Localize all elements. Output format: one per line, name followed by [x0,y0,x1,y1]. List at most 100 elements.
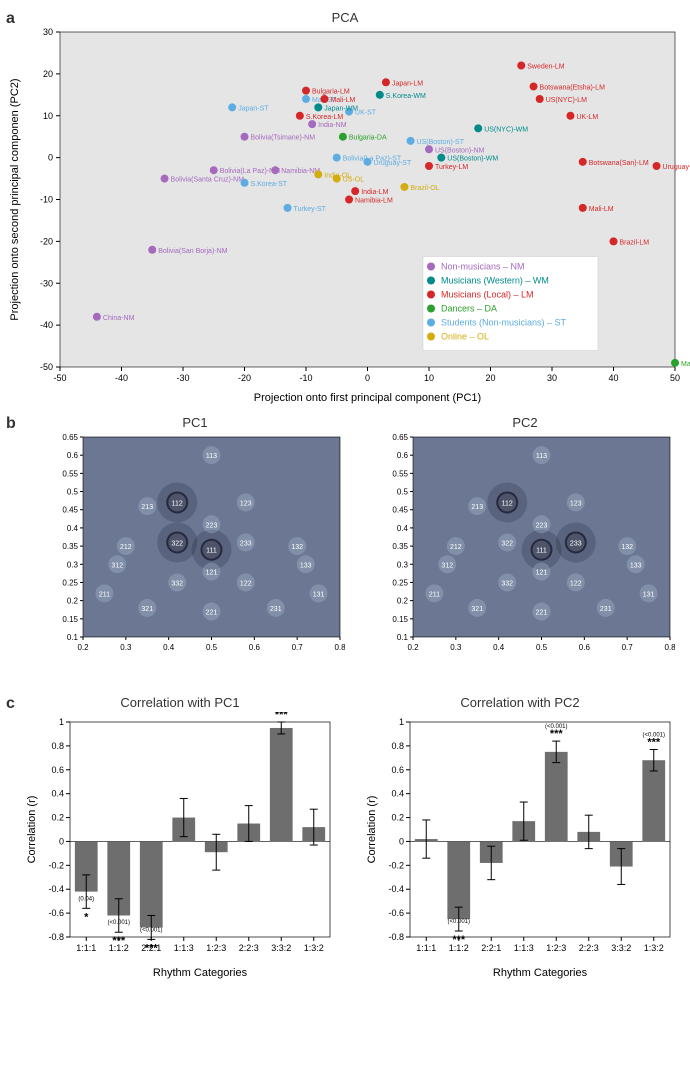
svg-text:***: *** [275,712,289,721]
svg-text:(<0.001): (<0.001) [447,919,470,925]
pc2-bars: -0.8-0.6-0.4-0.200.20.40.60.811:1:1***(<… [360,712,680,982]
svg-text:1:2:3: 1:2:3 [546,943,566,953]
svg-text:-0.2: -0.2 [388,860,404,870]
svg-text:Musicians (Western) – WM: Musicians (Western) – WM [441,276,549,286]
svg-text:0.4: 0.4 [493,643,505,652]
svg-text:111: 111 [206,548,217,555]
svg-text:UK-ST: UK-ST [355,110,377,117]
svg-text:0.65: 0.65 [62,433,78,442]
svg-text:0.8: 0.8 [334,643,345,652]
svg-text:2:2:1: 2:2:1 [141,943,161,953]
svg-text:0.35: 0.35 [62,542,78,551]
svg-text:223: 223 [206,522,218,529]
svg-text:Brazil-OL: Brazil-OL [410,185,439,192]
svg-text:1:3:2: 1:3:2 [304,943,324,953]
svg-text:Correlation (r): Correlation (r) [26,796,38,864]
svg-text:Uruguay-ST: Uruguay-ST [374,160,412,167]
pc2-bar-title: Correlation with PC2 [360,695,680,710]
svg-text:UK-LM: UK-LM [576,114,598,121]
svg-text:30: 30 [43,27,53,37]
panel-a: a PCA -50-40-30-20-1001020304050-50-40-3… [0,10,690,405]
svg-text:US(Boston)-WM: US(Boston)-WM [447,156,498,163]
svg-text:US(NYC)-WM: US(NYC)-WM [484,126,528,133]
svg-text:2:2:3: 2:2:3 [579,943,599,953]
svg-text:-30: -30 [176,373,189,383]
svg-text:332: 332 [171,580,183,587]
svg-text:133: 133 [630,562,642,569]
svg-text:Bolivia(Santa Cruz)-NM: Bolivia(Santa Cruz)-NM [171,177,245,184]
svg-text:-10: -10 [40,195,53,205]
svg-text:0.2: 0.2 [397,597,409,606]
svg-text:Bolivia(San Borja)-NM: Bolivia(San Borja)-NM [158,248,227,255]
svg-text:132: 132 [621,544,633,551]
svg-text:50: 50 [670,373,680,383]
svg-text:312: 312 [441,562,453,569]
svg-text:India-NM: India-NM [318,122,347,129]
pc1-heat-title: PC1 [45,415,345,430]
svg-text:1:1:3: 1:1:3 [174,943,194,953]
svg-text:Brazil-LM: Brazil-LM [620,239,650,246]
panel-label-a: a [6,10,15,28]
svg-text:(<0.001): (<0.001) [107,920,130,926]
svg-text:0.3: 0.3 [67,560,79,569]
svg-text:321: 321 [471,606,483,613]
svg-text:1:1:2: 1:1:2 [109,943,129,953]
svg-text:(<0.001): (<0.001) [545,724,568,730]
svg-text:0.8: 0.8 [391,741,404,751]
svg-text:-0.4: -0.4 [388,884,404,894]
svg-text:0.7: 0.7 [622,643,634,652]
svg-text:1:1:3: 1:1:3 [514,943,534,953]
svg-text:-40: -40 [115,373,128,383]
svg-text:(<0.001): (<0.001) [642,732,665,738]
svg-text:0.2: 0.2 [51,813,64,823]
svg-text:-0.6: -0.6 [48,908,64,918]
svg-text:Uruguay-LM: Uruguay-LM [663,164,690,171]
svg-text:0.55: 0.55 [62,469,78,478]
svg-text:233: 233 [570,540,582,547]
svg-text:0.2: 0.2 [67,597,79,606]
svg-text:123: 123 [240,500,252,507]
svg-text:Bolivia(Tsimane)-NM: Bolivia(Tsimane)-NM [251,135,316,142]
svg-text:1: 1 [59,717,64,727]
svg-text:133: 133 [300,562,312,569]
svg-text:30: 30 [547,373,557,383]
svg-text:0.2: 0.2 [407,643,419,652]
svg-text:112: 112 [172,500,183,507]
svg-text:Mali-LM: Mali-LM [330,97,355,104]
svg-text:3:3:2: 3:3:2 [271,943,291,953]
svg-text:Students (Non-musicians) – ST: Students (Non-musicians) – ST [441,318,567,328]
svg-text:Bolivia(La Paz)-NM: Bolivia(La Paz)-NM [220,168,280,175]
svg-text:Botswana(San)-LM: Botswana(San)-LM [589,160,649,167]
svg-text:*: * [84,911,89,923]
svg-text:122: 122 [240,580,252,587]
pca-scatter: -50-40-30-20-1001020304050-50-40-30-20-1… [0,27,690,407]
svg-text:332: 332 [501,580,513,587]
svg-text:1:1:1: 1:1:1 [416,943,436,953]
svg-text:-0.8: -0.8 [48,932,64,942]
svg-text:131: 131 [643,591,655,598]
svg-text:0.6: 0.6 [67,451,79,460]
svg-text:0.6: 0.6 [397,451,409,460]
svg-text:0.4: 0.4 [163,643,175,652]
svg-text:0.45: 0.45 [392,506,408,515]
svg-text:China-NM: China-NM [103,315,135,322]
svg-text:0.35: 0.35 [392,542,408,551]
svg-text:0: 0 [48,153,53,163]
svg-text:111: 111 [536,548,547,555]
svg-text:1:1:2: 1:1:2 [449,943,469,953]
svg-text:0.6: 0.6 [249,643,261,652]
svg-text:Rhythm Categories: Rhythm Categories [493,967,588,979]
svg-text:321: 321 [141,606,153,613]
svg-text:Non-musicians – NM: Non-musicians – NM [441,262,525,272]
svg-text:122: 122 [570,580,582,587]
svg-text:Rhythm Categories: Rhythm Categories [153,967,248,979]
svg-text:-40: -40 [40,320,53,330]
svg-text:113: 113 [536,453,547,460]
svg-text:S.Korea-ST: S.Korea-ST [251,181,288,188]
svg-text:20: 20 [43,69,53,79]
svg-text:0.2: 0.2 [391,813,404,823]
svg-text:0.1: 0.1 [397,633,409,642]
svg-text:131: 131 [313,591,325,598]
svg-text:0.6: 0.6 [391,765,404,775]
svg-text:231: 231 [270,606,282,613]
